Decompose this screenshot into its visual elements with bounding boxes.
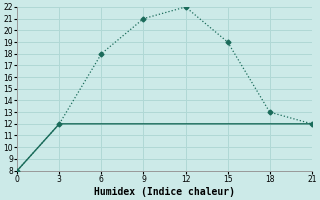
X-axis label: Humidex (Indice chaleur): Humidex (Indice chaleur) [94,186,235,197]
